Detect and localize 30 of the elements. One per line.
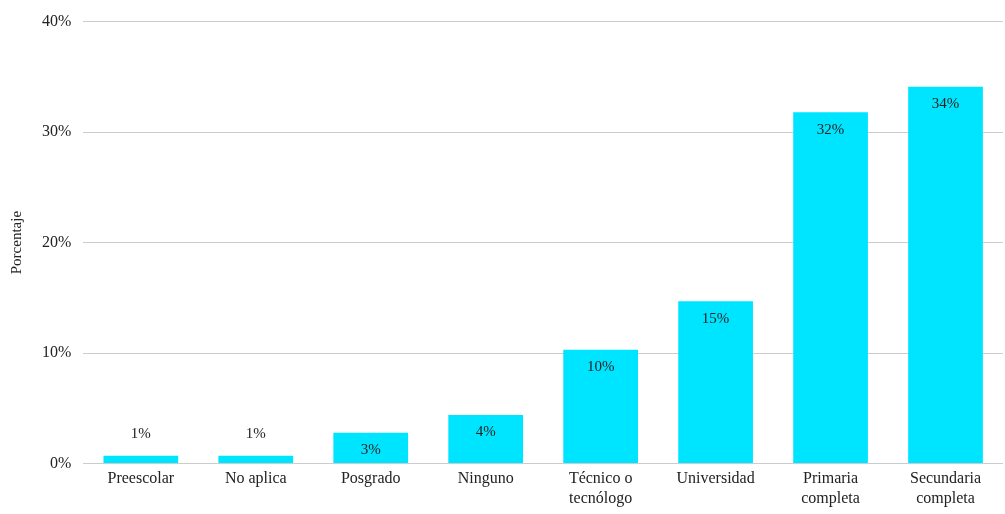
y-tick-label: 30% [42, 122, 72, 140]
y-tick-label: 10% [42, 343, 72, 361]
bar [563, 349, 639, 464]
data-label: 1% [130, 425, 151, 442]
y-tick-label: 0% [50, 453, 72, 471]
data-label: 32% [816, 120, 845, 137]
bar [908, 86, 983, 464]
bar [678, 301, 753, 464]
x-tick-label: Preescolar [107, 469, 175, 487]
data-label: 3% [360, 441, 381, 458]
data-label: 1% [245, 425, 266, 442]
data-label: 15% [701, 309, 730, 326]
y-axis-title: Porcentaje [7, 210, 24, 275]
x-tick-label: Secundaria completa [909, 469, 982, 507]
x-tick-label: Técnico o tecnólogo [568, 469, 633, 507]
x-tick-label: Primaria completa [801, 469, 860, 507]
data-label: 34% [931, 95, 960, 112]
data-label: 4% [475, 423, 496, 440]
x-tick-label: Posgrado [340, 469, 401, 488]
bar [333, 432, 409, 464]
y-tick-label: 20% [42, 232, 72, 250]
data-label: 10% [586, 358, 615, 375]
x-tick-label: Ninguno [457, 469, 514, 488]
x-tick-label: Universidad [676, 469, 755, 487]
bar [218, 455, 294, 464]
y-tick-label: 40% [42, 11, 72, 29]
bar [103, 455, 179, 464]
bar [448, 414, 524, 464]
x-tick-label: No aplica [224, 469, 287, 488]
bar [793, 112, 868, 464]
